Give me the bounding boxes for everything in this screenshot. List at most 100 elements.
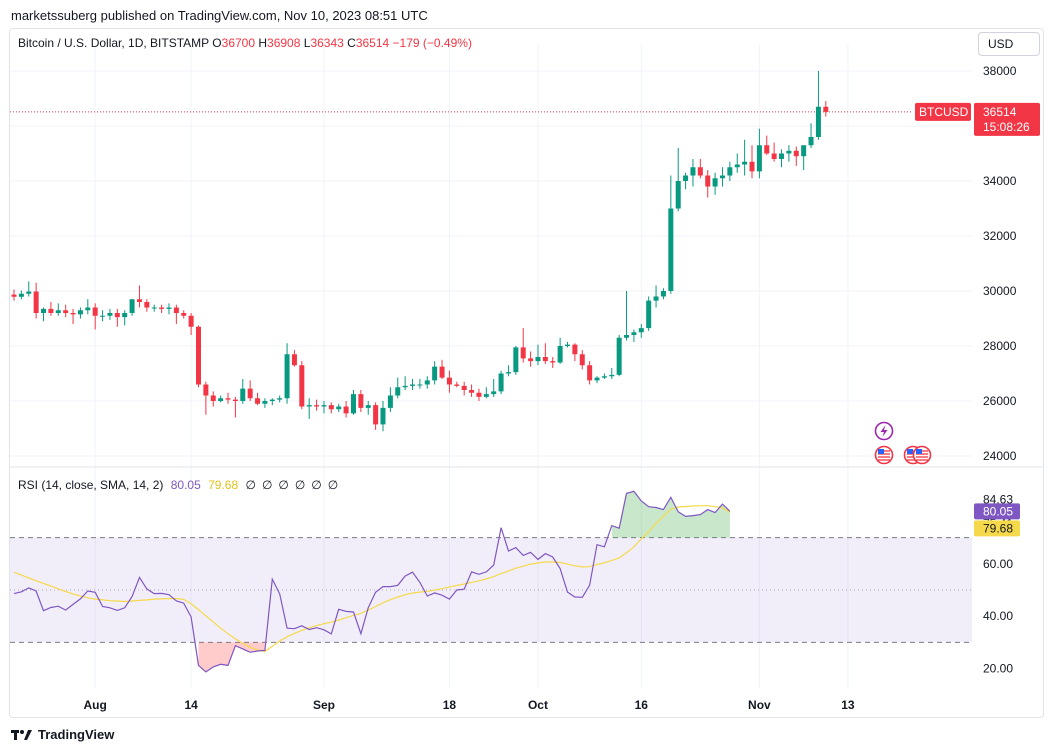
candle: [675, 148, 681, 212]
candle-body: [808, 137, 814, 146]
candle-body: [358, 394, 364, 408]
candle-body: [660, 291, 666, 297]
candle-body: [719, 175, 725, 179]
candle-body: [601, 376, 607, 378]
candle: [314, 399, 320, 411]
candle-body: [306, 405, 312, 407]
candle-body: [779, 153, 785, 159]
publish-info: marketssuberg published on TradingView.c…: [11, 8, 428, 23]
candle-body: [631, 332, 637, 335]
candle: [225, 392, 231, 404]
currency-button[interactable]: USD: [978, 32, 1040, 56]
candle-body: [114, 313, 120, 318]
price-axis-tick: 28000: [983, 339, 1017, 353]
candle: [70, 308, 76, 324]
candle-body: [210, 395, 216, 401]
candle-body: [683, 175, 689, 181]
lightning-icon: [874, 421, 894, 441]
candle-body: [653, 296, 659, 301]
time-axis-tick: Sep: [313, 698, 335, 712]
candle-body: [690, 167, 696, 176]
candle-body: [262, 401, 268, 404]
footer-brand[interactable]: TradingView: [11, 727, 114, 742]
candle: [210, 391, 216, 407]
candle: [92, 303, 98, 330]
candle: [446, 370, 452, 393]
candle-body: [70, 313, 76, 315]
candle-body: [218, 398, 224, 401]
candle: [557, 337, 563, 364]
candle: [756, 128, 762, 179]
candle: [660, 288, 666, 300]
candle: [771, 142, 777, 162]
candle-body: [136, 299, 142, 302]
candle: [653, 285, 659, 308]
candle-body: [432, 366, 438, 381]
candle-body: [793, 150, 799, 157]
sma-value-tag: 79.68: [983, 521, 1013, 535]
change-value: −179 (−0.49%): [392, 36, 472, 50]
candle-body: [373, 405, 379, 425]
candle-body: [513, 347, 519, 373]
open-value: 36700: [221, 36, 256, 50]
candle-body: [173, 307, 179, 313]
candle-body: [705, 175, 711, 187]
rsi-overbought-fill: [611, 491, 730, 538]
price-axis-tick: 38000: [983, 64, 1017, 78]
rsi-line: [13, 490, 731, 673]
rsi-oversold-fill: [198, 642, 265, 672]
candle: [542, 343, 548, 364]
candle-body: [328, 405, 334, 410]
candle-body: [343, 406, 349, 414]
candle-body: [225, 398, 231, 400]
candle: [683, 172, 689, 190]
rsi-legend: RSI (14, close, SMA, 14, 2) 80.05 79.68 …: [18, 478, 344, 492]
candle: [358, 390, 364, 412]
rsi-value-tag-bg: [974, 503, 1020, 520]
candle: [749, 145, 755, 179]
candle-body: [299, 365, 305, 407]
candle-body: [697, 167, 703, 176]
candle: [432, 361, 438, 385]
candle-body: [594, 377, 600, 381]
candle: [306, 398, 312, 419]
candle: [269, 398, 275, 406]
candle: [18, 290, 24, 300]
candle-body: [542, 357, 548, 362]
rsi-axis-tick: 20.00: [983, 662, 1013, 676]
candle: [77, 307, 83, 319]
rsi-axis-tick: 40.00: [983, 609, 1013, 623]
candle-body: [232, 399, 238, 401]
candle: [646, 296, 652, 331]
candle: [808, 123, 814, 148]
candle: [793, 146, 799, 166]
candle: [188, 313, 194, 335]
low-label: L: [303, 36, 311, 50]
price-axis-tick: 26000: [983, 394, 1017, 408]
candle-body: [269, 399, 275, 401]
candle-body: [395, 387, 401, 396]
candle-body: [491, 391, 497, 395]
candle: [240, 379, 246, 404]
candle: [365, 401, 371, 415]
candle: [801, 145, 807, 170]
candle: [439, 359, 445, 379]
candle-body: [55, 310, 61, 313]
candle-body: [565, 344, 570, 346]
candle-body: [756, 145, 762, 172]
candle-body: [18, 293, 24, 297]
candle-body: [476, 392, 482, 397]
candle-body: [11, 294, 17, 297]
candle-body: [336, 406, 342, 410]
candle: [380, 401, 386, 432]
candle-body: [77, 310, 83, 315]
candle: [321, 401, 327, 414]
sma-value-tag-bg: [974, 520, 1020, 537]
price-tag-symbol: BTCUSD: [919, 105, 969, 119]
candle: [727, 161, 733, 181]
candle-body: [572, 344, 578, 355]
candle: [734, 153, 740, 173]
price-tag-symbol-bg: [915, 102, 971, 121]
candle-body: [41, 308, 47, 313]
